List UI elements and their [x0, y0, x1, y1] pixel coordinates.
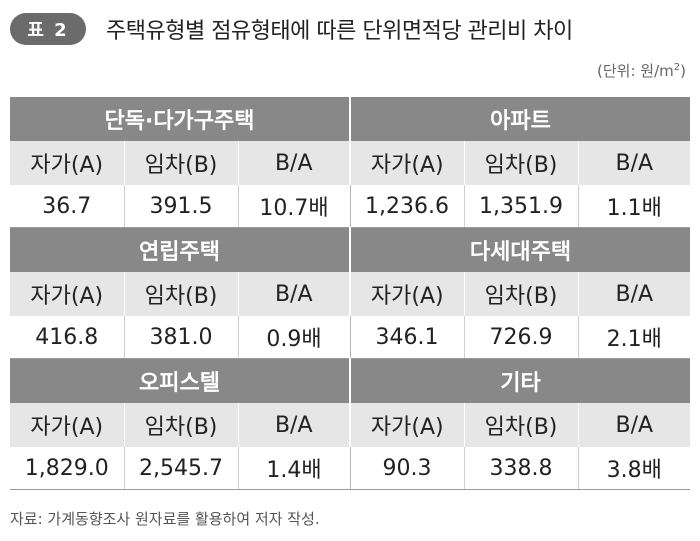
col-ratio-header: B/A	[577, 403, 691, 447]
own-value: 346.1	[349, 316, 465, 359]
group-header-row: 연립주택 다세대주택	[10, 227, 691, 272]
source-note: 자료: 가계동향조사 원자료를 활용하여 저자 작성.	[10, 510, 320, 528]
col-rent-header: 임차(B)	[463, 141, 579, 185]
rent-value: 381.0	[123, 316, 238, 359]
col-own-header: 자가(A)	[349, 272, 465, 316]
table-title: 주택유형별 점유형태에 따른 단위면적당 관리비 차이	[106, 19, 573, 44]
table-row: 416.8 381.0 0.9배 346.1 726.9 2.1배	[10, 316, 691, 359]
unit-note: (단위: 원/m2)	[597, 62, 686, 80]
ratio-value: 1.4배	[237, 447, 351, 490]
own-value: 36.7	[10, 185, 124, 228]
own-value: 1,236.6	[349, 185, 465, 228]
column-header-row: 자가(A) 임차(B) B/A 자가(A) 임차(B) B/A	[10, 272, 691, 316]
table-caption: 표 2 주택유형별 점유형태에 따른 단위면적당 관리비 차이	[10, 12, 573, 46]
col-ratio-header: B/A	[577, 272, 691, 316]
col-own-header: 자가(A)	[10, 272, 124, 316]
col-rent-header: 임차(B)	[463, 272, 579, 316]
ratio-value: 1.1배	[577, 185, 691, 228]
ratio-value: 0.9배	[237, 316, 351, 359]
col-rent-header: 임차(B)	[123, 141, 238, 185]
ratio-value: 2.1배	[577, 316, 691, 359]
rent-value: 1,351.9	[463, 185, 579, 228]
group-header-row: 단독·다가구주택 아파트	[10, 97, 691, 141]
col-rent-header: 임차(B)	[463, 403, 579, 447]
col-own-header: 자가(A)	[10, 141, 124, 185]
table-number-badge: 표 2	[10, 13, 86, 45]
column-header-row: 자가(A) 임차(B) B/A 자가(A) 임차(B) B/A	[10, 403, 691, 447]
own-value: 1,829.0	[10, 447, 124, 490]
col-own-header: 자가(A)	[10, 403, 124, 447]
group-name-left: 단독·다가구주택	[10, 97, 351, 141]
rent-value: 2,545.7	[123, 447, 238, 490]
group-name-left: 연립주택	[10, 227, 351, 272]
col-own-header: 자가(A)	[349, 403, 465, 447]
col-ratio-header: B/A	[237, 141, 351, 185]
col-rent-header: 임차(B)	[123, 403, 238, 447]
column-header-row: 자가(A) 임차(B) B/A 자가(A) 임차(B) B/A	[10, 141, 691, 185]
col-rent-header: 임차(B)	[123, 272, 238, 316]
group-name-right: 아파트	[349, 97, 691, 141]
own-value: 90.3	[349, 447, 465, 490]
rent-value: 338.8	[463, 447, 579, 490]
maintenance-cost-table: 단독·다가구주택 아파트 자가(A) 임차(B) B/A 자가(A) 임차(B) B/A 36.…	[10, 97, 691, 490]
ratio-value: 3.8배	[577, 447, 691, 490]
table-row: 36.7 391.5 10.7배 1,236.6 1,351.9 1.1배	[10, 185, 691, 228]
rent-value: 726.9	[463, 316, 579, 359]
col-own-header: 자가(A)	[349, 141, 465, 185]
rent-value: 391.5	[123, 185, 238, 228]
group-name-left: 오피스텔	[10, 358, 351, 403]
group-name-right: 기타	[349, 358, 691, 403]
group-header-row: 오피스텔 기타	[10, 358, 691, 403]
group-name-right: 다세대주택	[349, 227, 691, 272]
table-row: 1,829.0 2,545.7 1.4배 90.3 338.8 3.8배	[10, 447, 691, 490]
col-ratio-header: B/A	[237, 403, 351, 447]
col-ratio-header: B/A	[237, 272, 351, 316]
col-ratio-header: B/A	[577, 141, 691, 185]
ratio-value: 10.7배	[237, 185, 351, 228]
own-value: 416.8	[10, 316, 124, 359]
